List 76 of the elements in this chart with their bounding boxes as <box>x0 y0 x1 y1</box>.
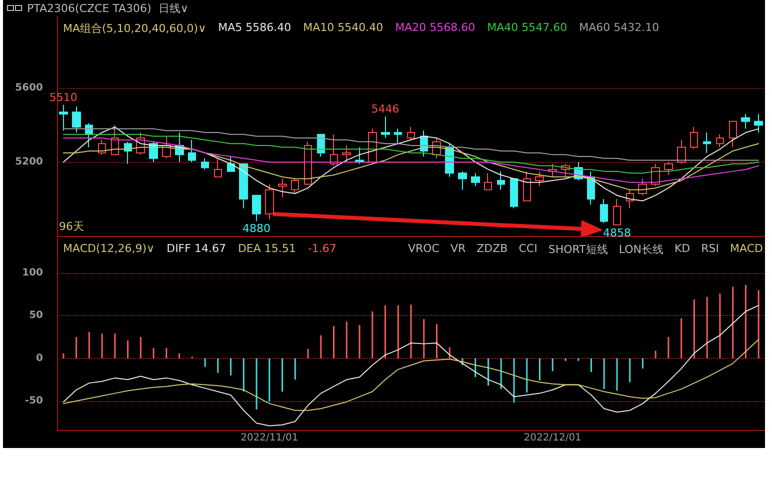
annotation: CCI <box>518 242 538 257</box>
line-series <box>62 304 760 426</box>
candlestick <box>98 139 106 156</box>
candlestick <box>304 141 312 185</box>
candlestick <box>458 170 467 190</box>
candlestick <box>754 114 763 134</box>
text: DIFF 14.67 <box>166 242 226 255</box>
line-series <box>62 143 760 190</box>
y-tick-label: 0 <box>36 352 44 364</box>
candlestick <box>677 139 686 164</box>
annotation: SHORT短线 <box>548 242 608 257</box>
candlestick <box>664 162 673 176</box>
line-series <box>62 138 760 183</box>
candlestick <box>638 178 647 196</box>
annotation: 96天 <box>59 220 84 233</box>
candlestick <box>600 198 608 224</box>
candlestick <box>613 198 621 226</box>
legend-title: MACD(12,26,9)∨ <box>63 242 155 255</box>
annotation: VROC <box>408 242 440 257</box>
candlestick <box>188 139 196 163</box>
candlestick <box>201 158 209 170</box>
candlestick <box>227 156 235 172</box>
annotation: VR <box>450 242 466 257</box>
candlestick <box>729 120 737 148</box>
candlestick <box>252 194 261 222</box>
candlestick <box>510 178 518 209</box>
text: MA20 5568.60 <box>395 21 476 36</box>
candlestick <box>484 172 492 190</box>
candlestick <box>471 172 480 187</box>
x-tick-label: 2022/12/01 <box>524 432 582 444</box>
candlestick <box>381 116 390 139</box>
y-tick-label: 5600 <box>15 82 44 94</box>
text: DEA 15.51 <box>238 242 296 255</box>
line-series <box>62 134 760 174</box>
annotation: 4880 <box>242 222 271 236</box>
candlestick <box>214 158 222 178</box>
candlestick <box>497 170 505 190</box>
y-tick-label: 50 <box>29 310 44 322</box>
line-series <box>62 126 760 202</box>
candlestick <box>330 134 338 166</box>
annotation: MACD <box>730 242 763 257</box>
line-series <box>62 128 760 161</box>
annotation: KD <box>674 242 690 257</box>
candlestick <box>265 184 274 220</box>
candlestick <box>587 170 595 206</box>
annotation: LON长线 <box>618 242 664 257</box>
candlestick <box>407 126 415 140</box>
legend-title: MA组合(5,10,20,40,60,0)∨ <box>63 21 206 36</box>
text: MA5 5586.40 <box>218 21 292 36</box>
candlestick <box>239 163 248 209</box>
text: -1.67 <box>308 242 336 255</box>
candlestick <box>342 144 351 163</box>
candlestick <box>523 170 531 202</box>
text: MA60 5432.10 <box>579 21 660 36</box>
line-series <box>62 339 760 411</box>
candlestick <box>535 170 544 187</box>
candlestick <box>59 104 68 132</box>
chart-title: PTA2306(CZCE TA306) 日线∨ <box>27 1 188 16</box>
text: MA10 5540.40 <box>303 21 384 36</box>
annotation: ZDZB <box>476 242 508 257</box>
annotation: RSI <box>701 242 720 257</box>
candlestick <box>278 178 287 198</box>
x-tick-label: 2022/11/01 <box>240 432 298 444</box>
candlestick <box>741 114 750 130</box>
candlestick <box>690 126 698 150</box>
candlestick <box>394 128 402 144</box>
annotation: 5446 <box>371 102 400 116</box>
candlestick <box>72 106 81 134</box>
candlestick <box>291 178 299 194</box>
candlestick <box>716 134 724 148</box>
text: MA40 5547.60 <box>487 21 568 36</box>
y-tick-label: 100 <box>22 267 44 278</box>
annotation: 4858 <box>602 226 631 240</box>
y-tick-label: 5200 <box>15 156 44 168</box>
y-tick-label: -50 <box>24 395 44 406</box>
candlestick <box>703 132 711 154</box>
